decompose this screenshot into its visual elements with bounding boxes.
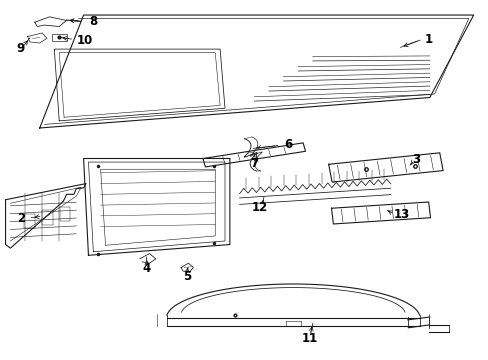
Text: 5: 5 <box>183 270 191 283</box>
Text: 11: 11 <box>301 332 317 345</box>
Text: 6: 6 <box>284 138 292 151</box>
Text: 12: 12 <box>251 201 268 214</box>
Text: 8: 8 <box>89 15 97 28</box>
Text: 2: 2 <box>18 212 26 225</box>
Bar <box>42 211 53 225</box>
Text: 7: 7 <box>250 157 258 170</box>
Text: 9: 9 <box>16 42 24 55</box>
Text: 13: 13 <box>393 208 409 221</box>
Text: 10: 10 <box>77 33 93 47</box>
Text: 3: 3 <box>411 153 419 166</box>
Text: 4: 4 <box>142 262 151 275</box>
Text: 1: 1 <box>424 32 432 46</box>
FancyBboxPatch shape <box>52 34 66 41</box>
Bar <box>60 207 70 221</box>
Bar <box>24 214 35 228</box>
